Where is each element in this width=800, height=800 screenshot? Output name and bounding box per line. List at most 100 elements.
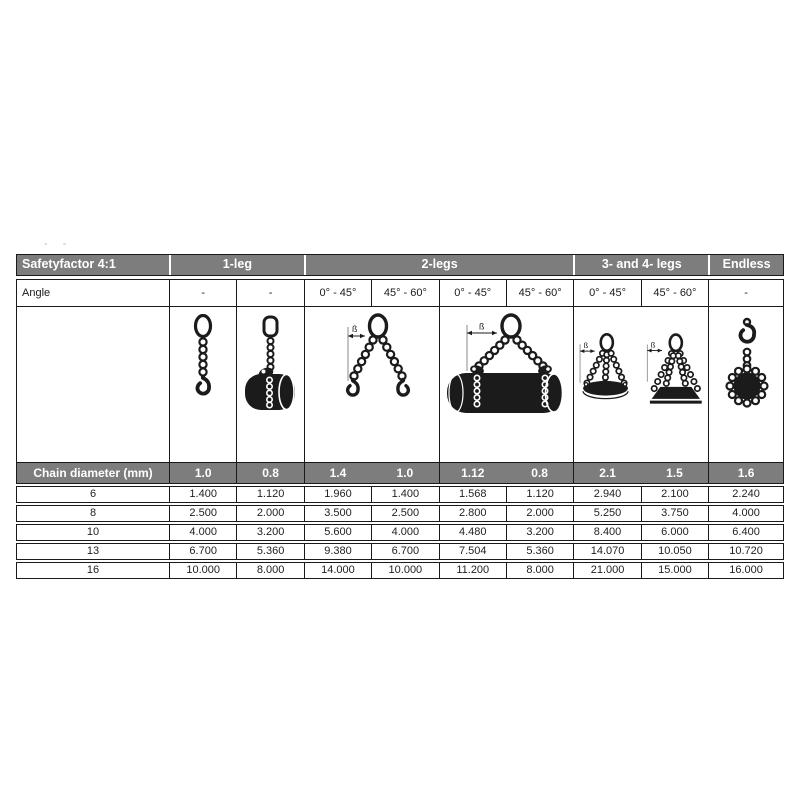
table-row: 8 2.500 2.000 3.500 2.500 2.800 2.000 5.…	[16, 505, 784, 522]
row-label: 13	[86, 545, 100, 557]
capacity-cell: 5.360	[505, 544, 573, 559]
angle-cell: 0° - 45°	[303, 280, 371, 307]
capacity-cell: 21.000	[573, 563, 640, 578]
row-label: 16	[86, 564, 100, 576]
capacity-cell: 1.568	[438, 487, 506, 502]
capacity-cell: 5.600	[303, 525, 371, 540]
capacity-cell: 14.070	[573, 544, 640, 559]
capacity-cell: 2.000	[505, 506, 573, 521]
angle-cell: 0° - 45°	[438, 280, 506, 307]
header-safetyfactor: Safetyfactor 4:1	[22, 257, 116, 271]
empty-cell	[17, 307, 169, 462]
capacity-cell: 1.120	[236, 487, 303, 502]
illustration-row: ß	[16, 306, 784, 462]
angle-row: Angle - - 0° - 45° 45° - 60° 0° - 45° 45…	[16, 279, 784, 307]
capacity-cell: 6.700	[371, 544, 438, 559]
angle-cell: 45° - 60°	[505, 280, 573, 307]
diameter-cell: 1.5	[666, 466, 683, 480]
table-row: 6 1.400 1.120 1.960 1.400 1.568 1.120 2.…	[16, 486, 784, 503]
capacity-cell: 7.504	[438, 544, 506, 559]
header-2-legs: 2-legs	[303, 255, 574, 275]
capacity-cell: 1.400	[371, 487, 438, 502]
capacity-cell: 10.720	[708, 544, 783, 559]
capacity-cell: 5.360	[236, 544, 303, 559]
capacity-cell: 1.400	[169, 487, 236, 502]
capacity-cell: 8.400	[573, 525, 640, 540]
angle-cell: -	[236, 280, 303, 307]
capacity-cell: 2.100	[640, 487, 708, 502]
capacity-cell: 16.000	[708, 563, 783, 578]
capacity-cell: 2.500	[169, 506, 236, 521]
capacity-cell: 6.400	[708, 525, 783, 540]
angle-cell: 45° - 60°	[371, 280, 438, 307]
header-1-leg: 1-leg	[169, 255, 304, 275]
diameter-cell: 1.12	[438, 463, 506, 483]
table-row: 16 10.000 8.000 14.000 10.000 11.200 8.0…	[16, 562, 784, 579]
capacity-cell: 3.200	[505, 525, 573, 540]
capacity-cell: 4.000	[169, 525, 236, 540]
capacity-cell: 11.200	[438, 563, 506, 578]
row-label: 10	[86, 526, 100, 538]
diameter-cell: 0.8	[236, 463, 303, 483]
table-header-row: Safetyfactor 4:1 1-leg 2-legs 3- and 4- …	[16, 254, 784, 276]
angle-cell: -	[708, 280, 783, 307]
capacity-cell: 8.000	[505, 563, 573, 578]
capacity-cell: 1.120	[505, 487, 573, 502]
capacity-cell: 2.500	[371, 506, 438, 521]
capacity-cell: 3.750	[640, 506, 708, 521]
illustration-2-leg-drum-icon: ß	[438, 307, 574, 462]
diameter-cell: 1.0	[396, 466, 414, 480]
table-row: 10 4.000 3.200 5.600 4.000 4.480 3.200 8…	[16, 524, 784, 541]
capacity-cell: 6.000	[640, 525, 708, 540]
capacity-cell: 4.000	[371, 525, 438, 540]
beta-angle-label: ß	[584, 341, 589, 350]
diameter-cell: 0.8	[531, 466, 548, 480]
diameter-cell: 1.6	[708, 463, 783, 483]
diameter-label: Chain diameter (mm)	[33, 466, 153, 480]
capacity-cell: 2.000	[236, 506, 303, 521]
capacity-cell: 4.480	[438, 525, 506, 540]
capacity-cell: 15.000	[640, 563, 708, 578]
illustration-3-leg-sling-icon: ß	[579, 333, 629, 400]
angle-label: Angle	[22, 287, 51, 299]
illustration-2-leg-sling-icon: ß	[303, 307, 439, 462]
capacity-cell: 2.940	[573, 487, 640, 502]
header-3-4-legs: 3- and 4- legs	[573, 255, 708, 275]
capacity-cell: 4.000	[708, 506, 783, 521]
illustration-endless-sling-icon	[708, 307, 783, 462]
chain-sling-capacity-table: Safetyfactor 4:1 1-leg 2-legs 3- and 4- …	[16, 254, 784, 579]
row-label: 8	[89, 507, 97, 519]
diameter-cell: 1.4	[303, 463, 371, 483]
diameter-cell: 1.0	[169, 463, 236, 483]
illustration-4-leg-sling-icon: ß	[646, 333, 702, 404]
table-row: 13 6.700 5.360 9.380 6.700 7.504 5.360 1…	[16, 543, 784, 560]
angle-cell: 45° - 60°	[640, 280, 708, 307]
capacity-cell: 14.000	[303, 563, 371, 578]
beta-angle-label: ß	[479, 322, 485, 332]
capacity-cell: 2.240	[708, 487, 783, 502]
beta-angle-label: ß	[650, 341, 655, 350]
capacity-cell: 10.000	[371, 563, 438, 578]
diameter-cell: 2.1	[573, 463, 640, 483]
capacity-cell: 3.200	[236, 525, 303, 540]
illustration-1-leg-sling-icon	[169, 307, 236, 462]
capacity-cell: 10.000	[169, 563, 236, 578]
angle-cell: 0° - 45°	[573, 280, 640, 307]
capacity-cell: 3.500	[303, 506, 371, 521]
row-label: 6	[89, 488, 97, 500]
capacity-cell: 8.000	[236, 563, 303, 578]
capacity-cell: 10.050	[640, 544, 708, 559]
header-endless: Endless	[708, 255, 783, 275]
capacity-cell: 1.960	[303, 487, 371, 502]
illustration-3-4-leg-slings: ß	[573, 307, 708, 462]
angle-cell: -	[169, 280, 236, 307]
capacity-cell: 6.700	[169, 544, 236, 559]
capacity-cell: 5.250	[573, 506, 640, 521]
chain-diameter-row: Chain diameter (mm) 1.0 0.8 1.4 1.0 1.12…	[16, 462, 784, 484]
illustration-1-leg-choke-drum-icon	[236, 307, 303, 462]
capacity-cell: 9.380	[303, 544, 371, 559]
capacity-cell: 2.800	[438, 506, 506, 521]
scan-artifact: - -	[44, 238, 73, 250]
beta-angle-label: ß	[352, 324, 358, 334]
